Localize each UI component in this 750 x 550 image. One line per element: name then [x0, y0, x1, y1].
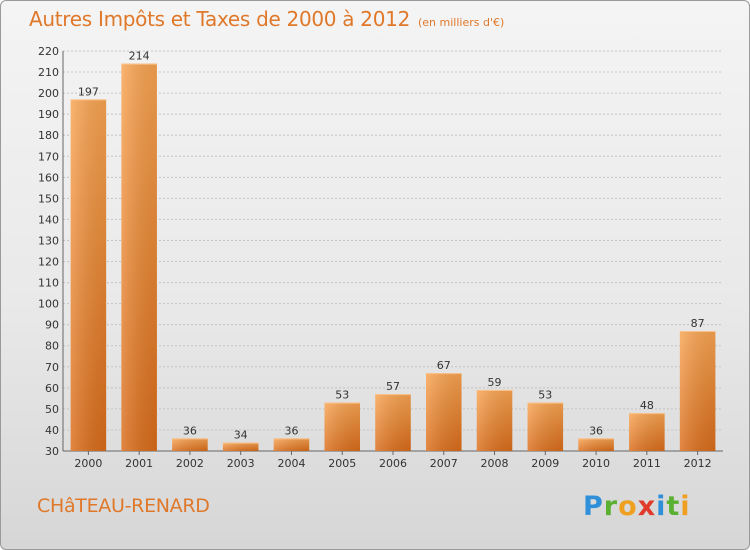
- logo-letter: i: [680, 491, 691, 522]
- bar-value-label: 53: [335, 389, 349, 402]
- y-tick-label: 180: [38, 129, 59, 142]
- bar-value-label: 59: [488, 376, 502, 389]
- bar-shade: [70, 99, 107, 451]
- logo-letter: P: [583, 491, 604, 522]
- x-tick-label: 2012: [684, 457, 712, 470]
- bar-value-label: 214: [129, 50, 150, 63]
- x-tick-label: 2005: [328, 457, 356, 470]
- bar-shade: [324, 402, 360, 451]
- y-tick-label: 70: [45, 361, 59, 374]
- y-tick-label: 50: [45, 403, 59, 416]
- bar-shade: [578, 438, 614, 451]
- bar-value-label: 53: [538, 389, 552, 402]
- bar-shade: [172, 438, 208, 451]
- bar-shade: [121, 63, 157, 451]
- bar-value-label: 36: [589, 424, 603, 437]
- y-tick-label: 200: [38, 87, 59, 100]
- bar-value-label: 36: [284, 424, 298, 437]
- bar-shade: [527, 402, 564, 451]
- x-tick-label: 2002: [176, 457, 204, 470]
- y-tick-label: 30: [45, 445, 59, 458]
- y-tick-label: 160: [38, 171, 59, 184]
- logo-letter: x: [637, 491, 657, 522]
- bar-value-label: 36: [183, 424, 197, 437]
- logo-letter: i: [656, 491, 667, 522]
- y-tick-label: 140: [38, 213, 59, 226]
- x-tick-label: 2010: [582, 457, 610, 470]
- y-tick-label: 40: [45, 424, 59, 437]
- bar-value-label: 87: [691, 317, 705, 330]
- x-tick-label: 2001: [125, 457, 153, 470]
- logo-letter: o: [618, 491, 638, 522]
- x-tick-label: 2007: [430, 457, 458, 470]
- bar-value-label: 48: [640, 399, 654, 412]
- logo-letter: r: [603, 491, 619, 522]
- proxiti-logo: Proxiti: [583, 491, 691, 522]
- y-tick-label: 110: [38, 277, 59, 290]
- y-tick-label: 80: [45, 340, 59, 353]
- bar-value-label: 57: [386, 380, 400, 393]
- y-tick-label: 60: [45, 382, 59, 395]
- y-tick-label: 190: [38, 108, 59, 121]
- y-tick-label: 210: [38, 66, 59, 79]
- bar-shade: [629, 413, 665, 451]
- x-tick-label: 2011: [633, 457, 661, 470]
- commune-name: CHâTEAU-RENARD: [37, 495, 210, 517]
- y-tick-label: 150: [38, 192, 59, 205]
- y-tick-label: 220: [38, 45, 59, 58]
- y-tick-label: 120: [38, 256, 59, 269]
- bar-shade: [273, 438, 310, 451]
- y-tick-label: 130: [38, 234, 59, 247]
- x-tick-label: 2003: [227, 457, 255, 470]
- x-tick-label: 2006: [379, 457, 407, 470]
- logo-letter: t: [666, 491, 681, 522]
- x-tick-label: 2000: [74, 457, 102, 470]
- bar-value-label: 197: [78, 85, 99, 98]
- y-tick-label: 90: [45, 319, 59, 332]
- bar-shade: [426, 373, 462, 451]
- bar-shade: [679, 331, 716, 451]
- chart-title: Autres Impôts et Taxes de 2000 à 2012 (en…: [29, 7, 504, 31]
- chart-title-text: Autres Impôts et Taxes de 2000 à 2012: [29, 7, 410, 31]
- bar-shade: [476, 389, 513, 451]
- chart-subtitle: (en milliers d'€): [418, 16, 505, 29]
- bar-shade: [222, 442, 259, 451]
- bar-shade: [375, 394, 411, 451]
- y-tick-label: 170: [38, 150, 59, 163]
- x-tick-label: 2008: [481, 457, 509, 470]
- bar-value-label: 34: [234, 429, 248, 442]
- y-tick-label: 100: [38, 298, 59, 311]
- bar-value-label: 67: [437, 359, 451, 372]
- x-tick-label: 2009: [531, 457, 559, 470]
- x-tick-label: 2004: [277, 457, 305, 470]
